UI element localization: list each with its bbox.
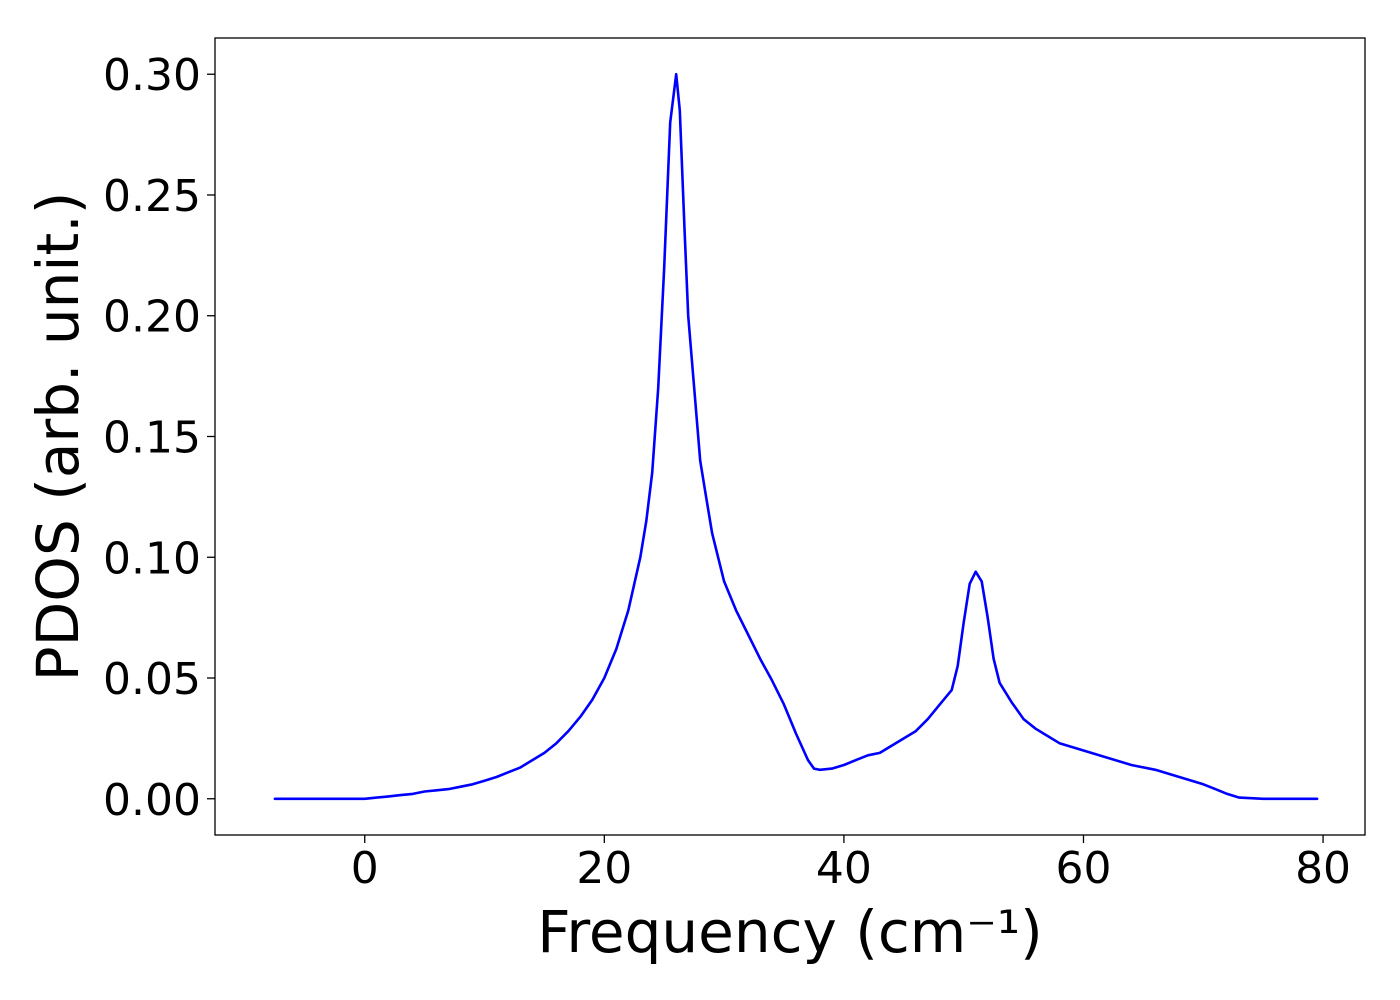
y-tick-label: 0.05	[103, 654, 201, 705]
y-tick-label: 0.15	[103, 413, 201, 464]
y-tick-label: 0.10	[103, 533, 201, 584]
x-tick-label: 40	[816, 843, 872, 894]
plot-frame	[214, 37, 1366, 836]
y-axis-label: PDOS (arb. unit.)	[24, 192, 92, 682]
x-tick-label: 0	[351, 843, 379, 894]
pdos-series-line	[273, 72, 1319, 801]
y-axis-ticks: 0.00 0.05 0.10 0.15 0.20 0.25 0.30	[103, 50, 215, 826]
x-tick-label: 60	[1055, 843, 1111, 894]
y-tick-label: 0.20	[103, 292, 201, 343]
x-tick-label: 80	[1295, 843, 1351, 894]
x-axis-ticks: 0 20 40 60 80	[351, 835, 1351, 894]
y-tick-label: 0.30	[103, 50, 201, 101]
y-tick-label: 0.00	[103, 775, 201, 826]
x-tick-label: 20	[576, 843, 632, 894]
y-tick-label: 0.25	[103, 171, 201, 222]
x-axis-label: Frequency (cm⁻¹)	[537, 898, 1043, 966]
